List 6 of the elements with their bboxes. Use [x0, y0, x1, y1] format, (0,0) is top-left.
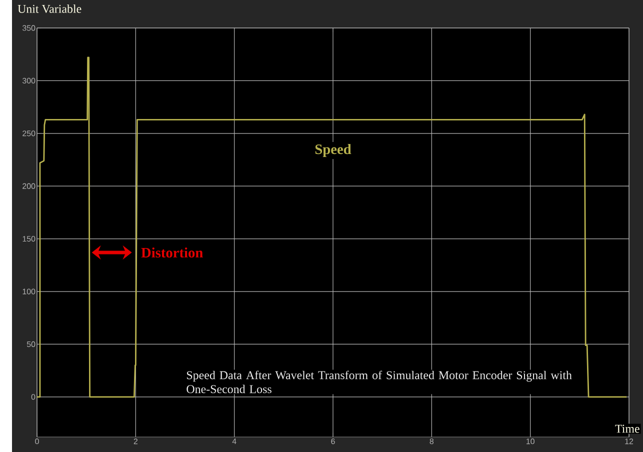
series-label: Speed	[315, 144, 352, 158]
x-axis-title: Time	[615, 424, 640, 433]
line-series	[36, 56, 628, 398]
annotation: Speed Data After Wavelet Transform of Simulated Motor Encoder Signal with One-Second Loss	[186, 370, 572, 394]
y-axis-title: Unit Variable	[18, 4, 82, 13]
annotation: Distortion	[141, 247, 203, 258]
